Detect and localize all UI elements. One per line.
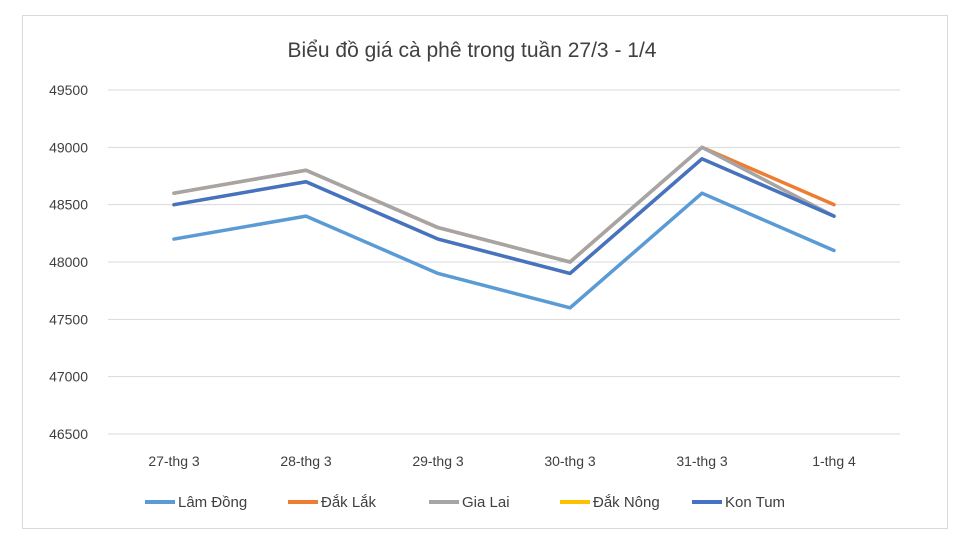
y-tick-label: 47000	[49, 369, 88, 385]
y-tick-label: 49000	[49, 139, 88, 155]
chart-frame	[22, 15, 948, 529]
y-tick-label: 46500	[49, 426, 88, 442]
y-tick-label: 49500	[49, 82, 88, 98]
x-tick-label: 28-thg 3	[280, 453, 332, 469]
x-tick-label: 1-thg 4	[812, 453, 856, 469]
chart-title: Biểu đồ giá cà phê trong tuần 27/3 - 1/4	[288, 39, 657, 62]
y-tick-label: 47500	[49, 311, 88, 327]
x-tick-label: 29-thg 3	[412, 453, 464, 469]
y-tick-label: 48000	[49, 254, 88, 270]
legend-label: Kon Tum	[725, 494, 785, 511]
series-line-Lâm Đồng	[172, 191, 836, 310]
y-tick-label: 48500	[49, 197, 88, 213]
series-line-Kon Tum	[172, 157, 836, 276]
legend-label: Đắk Lắk	[321, 494, 377, 511]
legend-label: Lâm Đồng	[178, 494, 247, 511]
legend-label: Gia Lai	[462, 494, 510, 511]
x-tick-label: 30-thg 3	[544, 453, 596, 469]
x-tick-label: 31-thg 3	[676, 453, 728, 469]
legend-label: Đắk Nông	[593, 494, 660, 511]
series-line-Gia Lai	[172, 145, 836, 264]
x-tick-label: 27-thg 3	[148, 453, 200, 469]
